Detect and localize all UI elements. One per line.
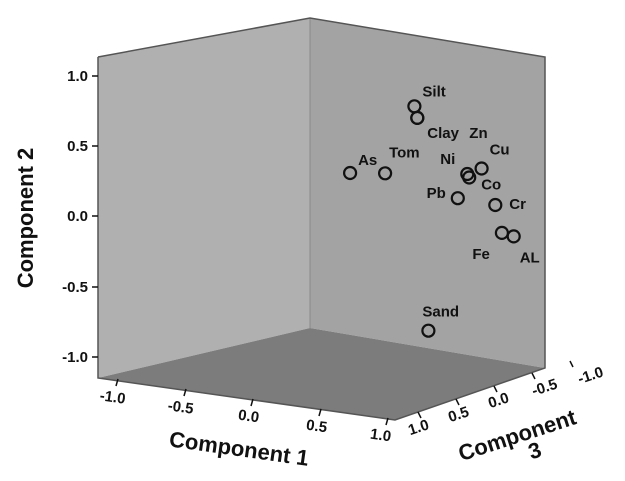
z-axis-title-line2: 3	[525, 437, 544, 465]
data-point-label: Silt	[422, 83, 445, 100]
box-outline	[97, 17, 546, 421]
data-point-label: Co	[481, 177, 501, 194]
x-tick-label: 1.0	[369, 426, 392, 446]
x-tick-mark	[115, 378, 119, 387]
z-tick-mark	[455, 398, 460, 406]
data-point-label: Pb	[427, 185, 446, 202]
x-tick-mark	[183, 388, 187, 397]
data-point	[421, 323, 436, 338]
data-point	[343, 165, 358, 181]
x-tick-mark	[385, 417, 389, 426]
y-tick-label: 0.5	[67, 138, 88, 155]
data-point	[410, 110, 425, 126]
x-axis-title: Component 1	[168, 426, 311, 470]
data-point	[378, 166, 393, 181]
x-tick-label: 0.5	[305, 417, 328, 437]
data-point	[474, 161, 489, 176]
z-tick-mark	[493, 385, 498, 393]
z-tick-mark	[417, 411, 422, 419]
side-wall	[310, 18, 545, 368]
data-point	[450, 191, 465, 206]
x-tick-mark	[318, 408, 322, 417]
data-point-label: Cr	[509, 196, 526, 213]
z-tick-label: -0.5	[530, 376, 560, 400]
y-tick-label: -0.5	[62, 279, 88, 296]
z-axis-title: Component3	[455, 404, 586, 481]
y-tick-label: -1.0	[62, 349, 88, 366]
data-point-label: Sand	[422, 304, 459, 321]
data-point	[488, 197, 503, 213]
data-point-label: As	[358, 152, 377, 169]
x-ticks: -1.0 -0.5 0.0 0.5 1.0	[99, 378, 392, 446]
y-ticks: 1.0 0.5 0.0 -0.5 -1.0	[62, 68, 98, 366]
z-tick-mark	[569, 360, 574, 368]
data-point	[462, 170, 477, 185]
z-tick-mark	[531, 372, 536, 380]
x-tick-label: 0.0	[237, 407, 260, 427]
x-tick-mark	[250, 398, 254, 407]
z-tick-label: -1.0	[576, 364, 606, 388]
data-point-label: Tom	[389, 144, 420, 161]
y-tick-label: 1.0	[67, 68, 88, 85]
x-tick-label: -1.0	[99, 387, 127, 407]
data-point-label: Cu	[490, 142, 510, 159]
x-tick-label: -0.5	[167, 397, 195, 417]
z-tick-label: 0.5	[446, 403, 471, 426]
z-tick-label: 1.0	[406, 416, 431, 439]
back-wall	[98, 18, 310, 378]
data-point-label: AL	[520, 249, 540, 266]
data-point-label: Clay	[427, 125, 459, 142]
data-point-label: Ni	[440, 151, 455, 168]
z-axis-title-line1: Component	[455, 404, 580, 466]
y-axis-title: Component 2	[13, 148, 38, 289]
data-point-label: Zn	[469, 125, 487, 142]
y-tick-label: 0.0	[67, 208, 88, 225]
data-point	[506, 229, 521, 244]
z-tick-label: 0.0	[486, 389, 511, 412]
data-point-label: Fe	[472, 246, 490, 263]
floor-wall	[98, 328, 545, 420]
